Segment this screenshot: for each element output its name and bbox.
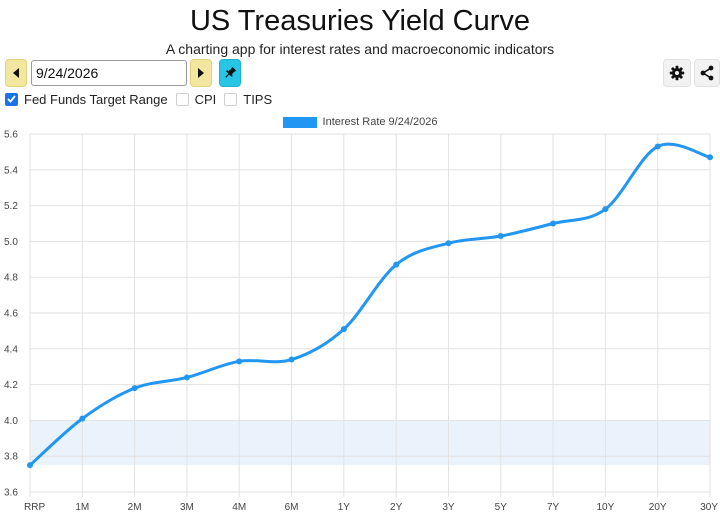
next-date-button[interactable] [190, 59, 212, 87]
share-icon [700, 65, 714, 81]
data-point [707, 154, 713, 161]
data-point [79, 415, 86, 422]
tips-checkbox[interactable]: TIPS [224, 92, 272, 107]
tips-label: TIPS [243, 91, 273, 107]
data-point [602, 206, 609, 213]
x-tick-label: 6M [285, 502, 299, 513]
data-point [654, 143, 661, 150]
x-tick-label: 1Y [338, 502, 351, 513]
y-tick-label: 5.4 [4, 165, 18, 176]
fed-funds-band [30, 420, 710, 466]
data-point [340, 326, 347, 333]
fed-funds-checkbox[interactable]: Fed Funds Target Range [5, 92, 168, 107]
fed-funds-label: Fed Funds Target Range [24, 91, 168, 107]
data-point [550, 220, 557, 227]
checkbox-unchecked-icon[interactable] [224, 92, 238, 106]
y-tick-label: 4.6 [4, 309, 18, 320]
x-tick-label: 2Y [390, 502, 403, 513]
y-tick-label: 4.2 [4, 380, 18, 391]
chart-legend[interactable]: Interest Rate 9/24/2026 [0, 115, 720, 129]
checkbox-checked-icon[interactable] [5, 92, 18, 106]
caret-left-icon [13, 68, 19, 78]
x-tick-label: 3M [180, 502, 194, 513]
data-point [236, 358, 243, 365]
indicator-options: Fed Funds Target Range CPI TIPS [5, 90, 280, 108]
series-line [29, 142, 711, 467]
cpi-checkbox[interactable]: CPI [175, 91, 217, 107]
cpi-label: CPI [194, 91, 217, 107]
x-tick-label: 2M [128, 502, 142, 513]
x-tick-label: 5Y [495, 502, 508, 513]
pin-icon [225, 66, 237, 78]
data-point [27, 462, 33, 469]
x-tick-label: RRP [24, 502, 45, 513]
pin-button[interactable] [219, 59, 241, 87]
y-tick-label: 4.8 [4, 273, 18, 284]
y-tick-label: 4.4 [4, 344, 18, 355]
data-point [445, 240, 452, 247]
data-point [183, 374, 190, 381]
caret-right-icon [198, 68, 204, 78]
page-title: US Treasuries Yield Curve [189, 5, 531, 37]
data-point [288, 356, 295, 363]
data-point [497, 233, 504, 240]
y-tick-label: 4.0 [4, 416, 18, 427]
page-subtitle: A charting app for interest rates and ma… [165, 41, 555, 57]
checkbox-unchecked-icon[interactable] [175, 92, 189, 106]
x-tick-label: 3Y [442, 502, 455, 513]
data-point [393, 261, 400, 268]
previous-date-button[interactable] [5, 59, 27, 87]
y-tick-label: 3.8 [4, 452, 18, 463]
x-tick-label: 10Y [596, 502, 614, 513]
date-input[interactable] [31, 60, 187, 86]
gear-icon [669, 65, 685, 81]
data-point [131, 385, 138, 392]
x-tick-label: 7Y [547, 502, 560, 513]
y-tick-label: 5.6 [4, 130, 18, 141]
x-tick-label: 1M [75, 502, 89, 513]
y-tick-label: 5.0 [4, 237, 18, 248]
y-tick-label: 5.2 [4, 201, 18, 212]
x-tick-label: 30Y [700, 502, 718, 513]
y-tick-label: 3.6 [4, 488, 18, 499]
legend-label: Interest Rate 9/24/2026 [322, 116, 438, 128]
x-tick-label: 4M [232, 502, 246, 513]
x-tick-label: 20Y [649, 502, 667, 513]
settings-button[interactable] [663, 59, 691, 87]
legend-swatch [282, 116, 317, 128]
